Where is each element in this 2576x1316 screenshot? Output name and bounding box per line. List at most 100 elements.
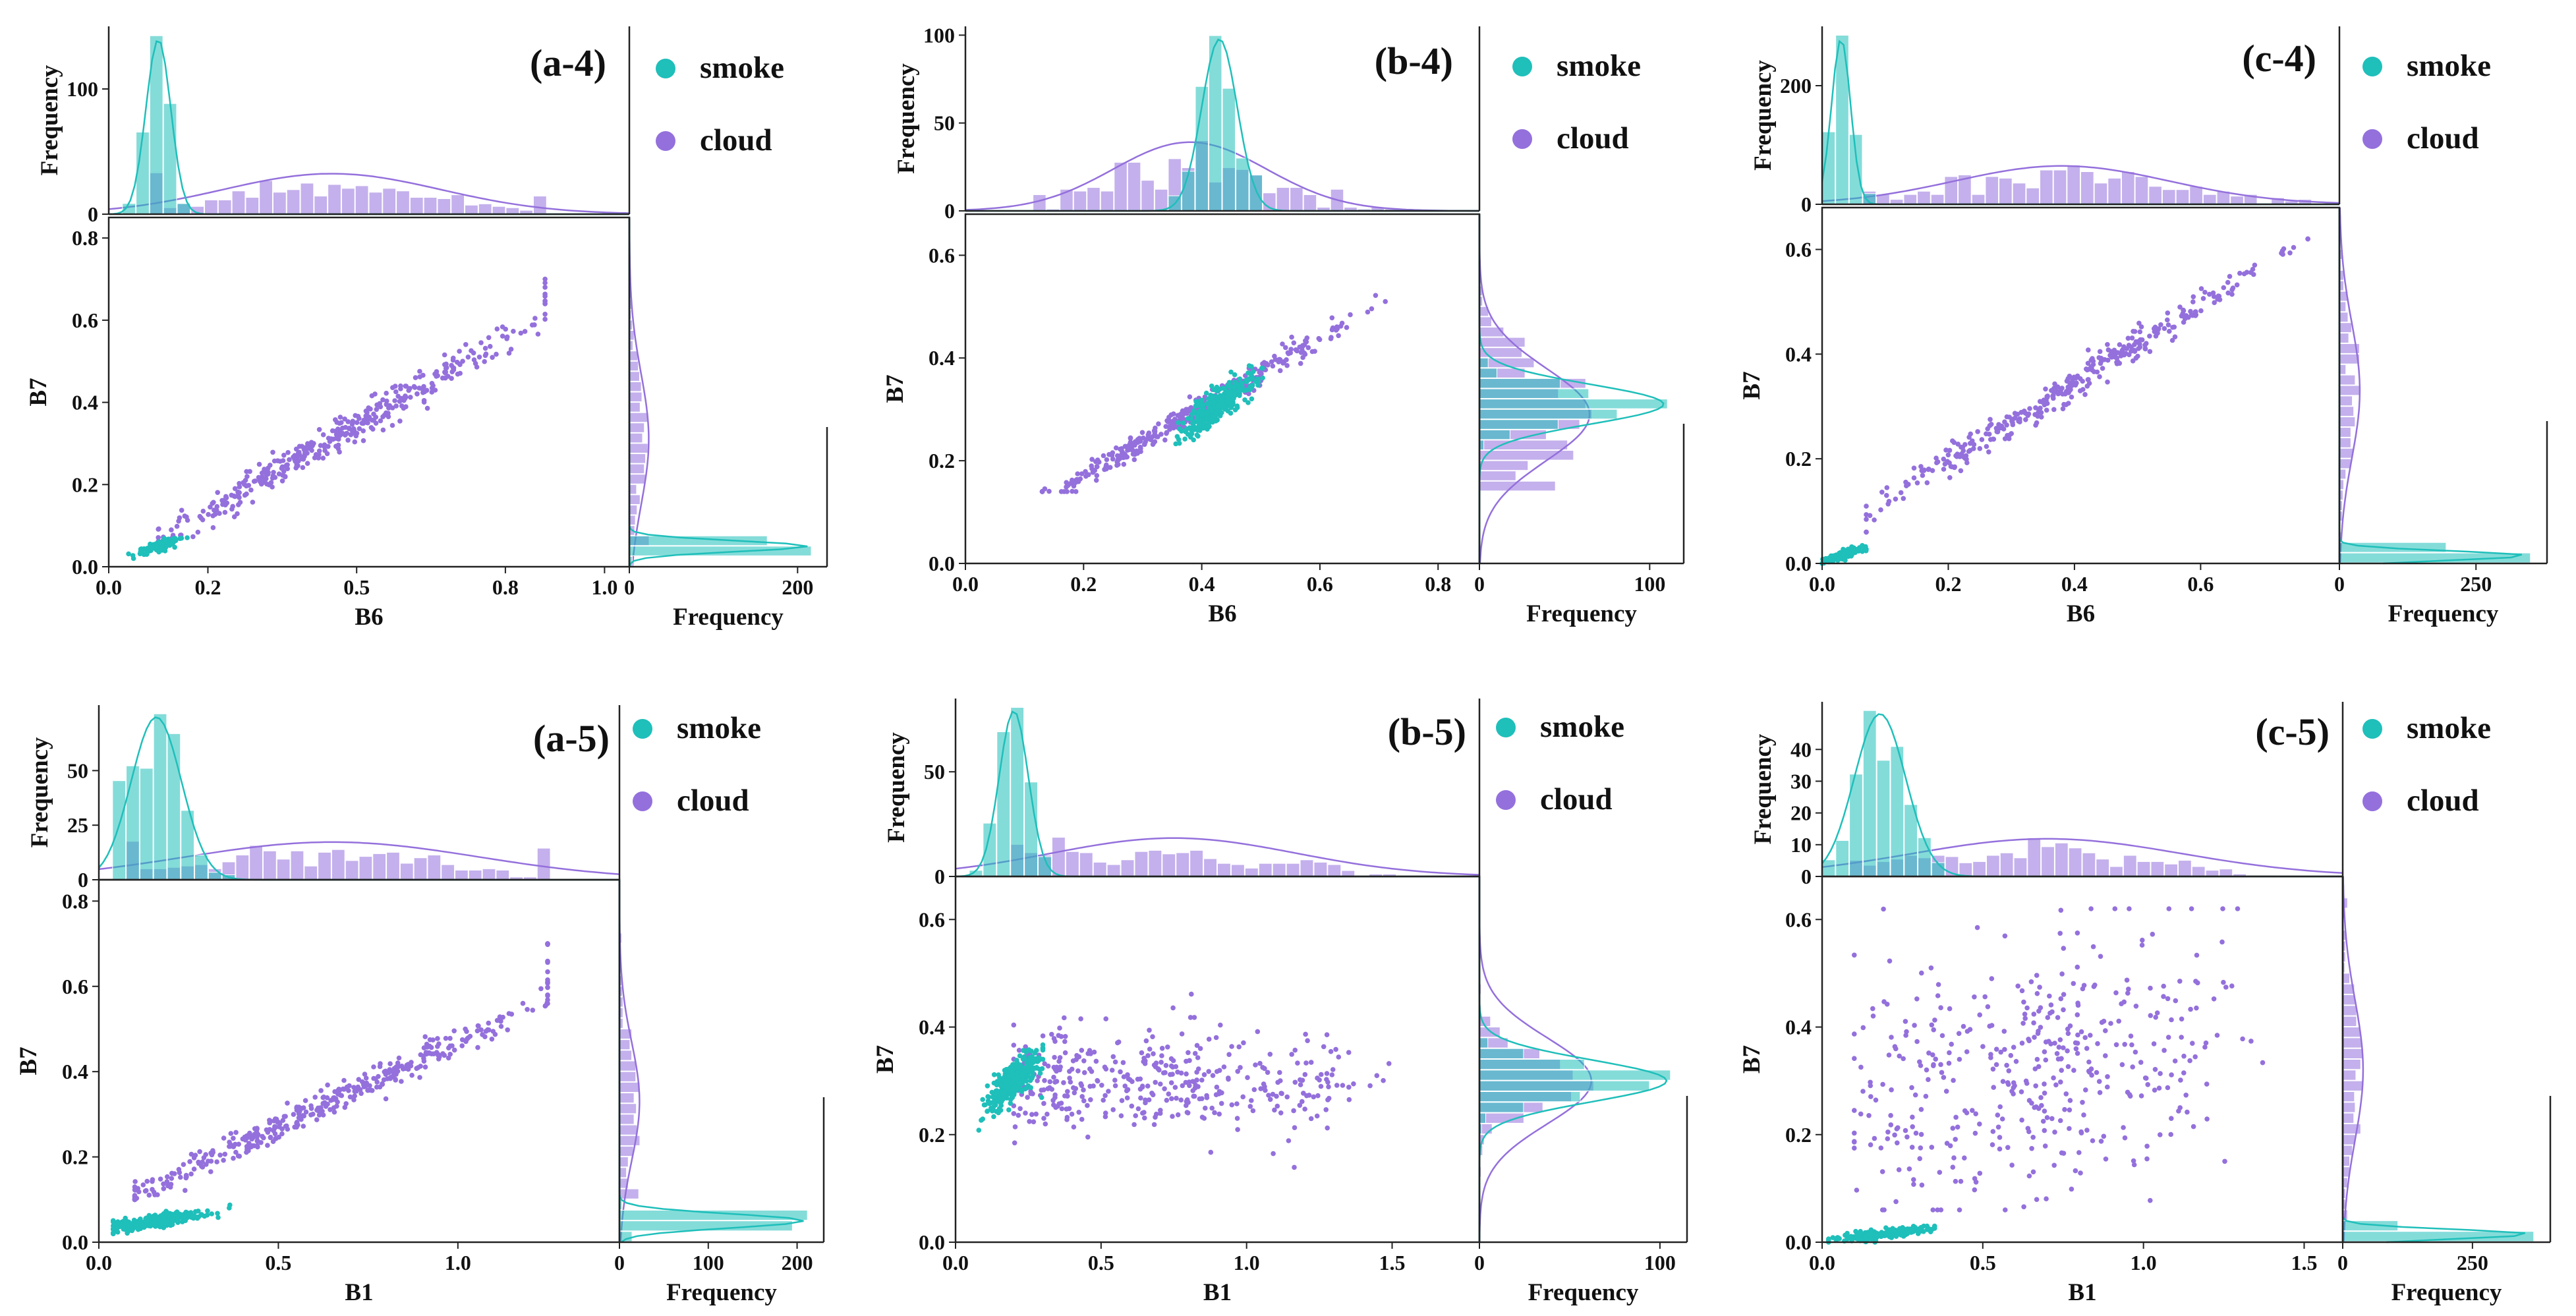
- smoke-point: [1014, 1058, 1019, 1063]
- smoke-point: [1191, 408, 1197, 414]
- cloud-point: [1923, 1093, 1929, 1099]
- cloud-point: [542, 293, 548, 299]
- cloud-point: [1868, 1094, 1874, 1099]
- cloud-point: [321, 1094, 327, 1100]
- cloud-point: [2194, 952, 2200, 958]
- cloud-right-bar: [629, 422, 645, 433]
- cloud-point: [279, 478, 285, 484]
- cloud-point: [2225, 290, 2231, 296]
- cloud-point: [1253, 1062, 1258, 1068]
- cloud-point: [2075, 1012, 2080, 1017]
- cloud-top-bar: [1134, 851, 1149, 877]
- cloud-point: [399, 395, 405, 401]
- cloud-point: [169, 527, 174, 532]
- cloud-point: [2105, 379, 2110, 385]
- cloud-point: [300, 465, 306, 471]
- cloud-point: [235, 511, 240, 517]
- cloud-point: [2279, 250, 2284, 256]
- cloud-right-kde: [2339, 207, 2361, 564]
- cloud-point: [1951, 1077, 1956, 1083]
- cloud-top-bar: [1313, 861, 1328, 877]
- smoke-point: [1039, 1095, 1045, 1101]
- y-axis-label: B7: [882, 374, 909, 403]
- smoke-point: [1260, 365, 1265, 371]
- cloud-point: [1168, 424, 1173, 430]
- cloud-point: [244, 1133, 250, 1139]
- cloud-top-bar: [1189, 849, 1204, 877]
- y-tick-label: 0.0: [919, 1230, 945, 1254]
- cloud-point: [1298, 350, 1304, 355]
- cloud-point: [1893, 1199, 1899, 1205]
- cloud-point: [2023, 417, 2028, 422]
- cloud-point: [1047, 1079, 1053, 1085]
- y-tick-label: 0.0: [929, 552, 955, 575]
- cloud-point: [1325, 1097, 1331, 1102]
- cloud-point: [2035, 1031, 2041, 1036]
- smoke-point: [1848, 1234, 1854, 1239]
- cloud-point: [2193, 979, 2198, 984]
- cloud-point: [1113, 445, 1119, 451]
- smoke-point: [996, 1110, 1001, 1116]
- cloud-point: [1165, 1044, 1170, 1050]
- cloud-point: [2119, 348, 2125, 353]
- cloud-point: [197, 1149, 202, 1155]
- cloud-point: [383, 1068, 388, 1074]
- cloud-point: [337, 433, 343, 438]
- cloud-point: [1895, 1140, 1900, 1146]
- smoke-point: [138, 546, 144, 552]
- cloud-point: [435, 373, 440, 378]
- smoke-point: [115, 1229, 121, 1235]
- cloud-point: [1893, 1046, 1899, 1052]
- cloud-point: [1012, 1140, 1017, 1146]
- smoke-point: [1868, 1236, 1874, 1242]
- cloud-point: [1997, 1104, 2003, 1110]
- cloud-point: [542, 276, 548, 282]
- cloud-point: [2212, 300, 2217, 306]
- smoke-point: [1008, 1101, 1014, 1106]
- cloud-point: [1950, 438, 1955, 443]
- cloud-top-bar: [1114, 161, 1128, 212]
- cloud-point: [2092, 983, 2098, 988]
- cloud-point: [1300, 1099, 1305, 1104]
- cloud-point: [1284, 362, 1290, 368]
- cloud-point: [2034, 1197, 2040, 1202]
- cloud-point: [1158, 1108, 1163, 1113]
- cloud-point: [1918, 1131, 1924, 1137]
- smoke-legend-label: smoke: [2407, 49, 2491, 83]
- cloud-point: [2142, 346, 2148, 351]
- cloud-point: [1993, 1062, 1999, 1068]
- cloud-point: [1135, 1076, 1141, 1082]
- cloud-point: [2042, 1128, 2047, 1133]
- cloud-point: [2132, 1049, 2138, 1055]
- cloud-point: [421, 384, 426, 389]
- cloud-point: [1344, 325, 1350, 330]
- cloud-point: [2190, 294, 2196, 300]
- cloud-point: [304, 461, 310, 466]
- cloud-point: [1195, 1055, 1201, 1060]
- smoke-point: [1028, 1085, 1033, 1091]
- cloud-point: [472, 360, 478, 366]
- cloud-point: [1261, 1081, 1267, 1087]
- cloud-point: [2178, 1077, 2183, 1083]
- cloud-point: [1103, 464, 1108, 469]
- cloud-point: [1039, 1087, 1045, 1093]
- cloud-point: [2011, 1091, 2016, 1097]
- cloud-point: [1329, 1072, 1335, 1077]
- cloud-point: [518, 330, 524, 336]
- smoke-point: [1226, 399, 1232, 404]
- cloud-point: [1168, 1080, 1174, 1085]
- cloud-point: [2032, 1035, 2037, 1040]
- cloud-point: [299, 443, 305, 449]
- cloud-top-bar: [2175, 189, 2190, 205]
- cloud-right-bar: [629, 463, 645, 474]
- cloud-point: [337, 449, 342, 455]
- cloud-point: [1067, 1069, 1072, 1074]
- cloud-point: [1326, 1084, 1331, 1089]
- x-tick-label: 0.2: [1935, 572, 1961, 596]
- cloud-point: [291, 1112, 297, 1117]
- cloud-point: [420, 389, 426, 395]
- cloud-point: [1079, 1048, 1085, 1053]
- y-tick-label: 0.0: [1785, 552, 1812, 575]
